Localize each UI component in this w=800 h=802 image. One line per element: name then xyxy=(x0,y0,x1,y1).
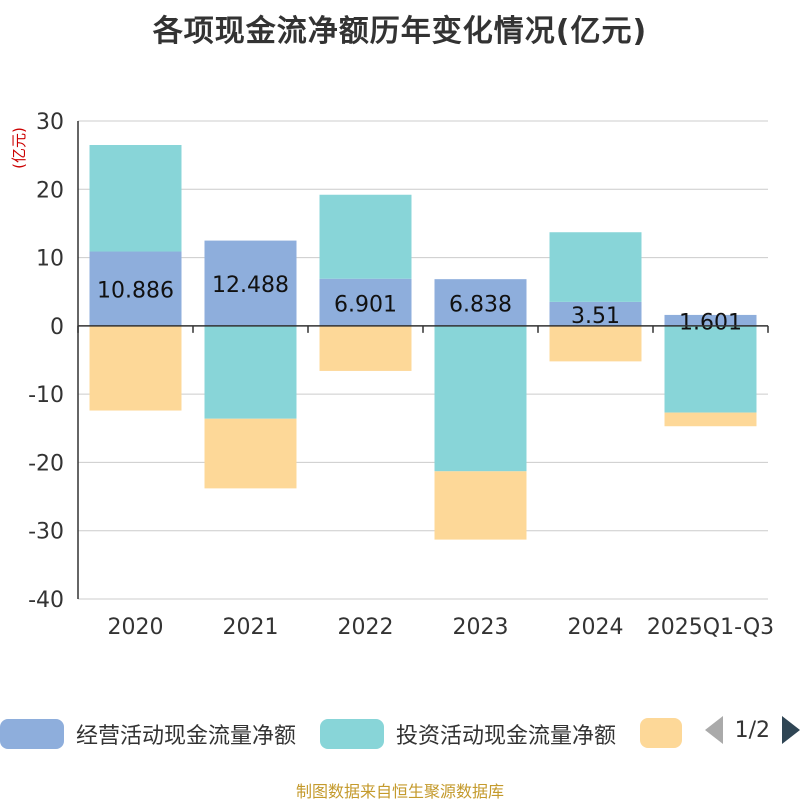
legend: 经营活动现金流量净额 投资活动现金流量净额 1/2 xyxy=(0,712,800,756)
bar-segment xyxy=(89,251,182,326)
x-tick-label: 2020 xyxy=(108,615,164,640)
bar-segment xyxy=(434,471,527,540)
legend-page-indicator: 1/2 xyxy=(734,717,770,743)
y-tick-label: -30 xyxy=(28,520,64,545)
bar-segment xyxy=(89,325,182,411)
legend-prev-icon[interactable] xyxy=(704,716,723,744)
bar-segment xyxy=(664,325,757,413)
y-tick-label: 30 xyxy=(36,110,64,135)
x-tick-label: 2023 xyxy=(453,615,509,640)
legend-next-icon[interactable] xyxy=(782,716,800,744)
data-label: 10.886 xyxy=(97,279,174,304)
chart-title: 各项现金流净额历年变化情况(亿元) xyxy=(152,14,648,49)
bar-segment xyxy=(204,325,297,419)
x-tick-label: 2022 xyxy=(338,615,394,640)
y-tick-label: -20 xyxy=(28,451,64,476)
bar-segment xyxy=(434,279,527,326)
y-axis-title: (亿元) xyxy=(10,127,28,169)
data-label: 6.901 xyxy=(334,292,397,317)
legend-swatch-financing xyxy=(640,718,682,748)
y-tick-label: -10 xyxy=(28,383,64,408)
x-tick-label: 2025Q1-Q3 xyxy=(647,615,774,640)
bar-segment xyxy=(319,325,412,371)
bar-segment xyxy=(549,232,642,302)
data-label: 6.838 xyxy=(449,293,512,318)
legend-item-operating[interactable]: 经营活动现金流量净额 xyxy=(0,718,296,750)
bar-segment xyxy=(549,301,642,326)
bar-segment xyxy=(664,412,757,427)
bar-segment xyxy=(434,325,527,472)
bar-segment xyxy=(204,240,297,326)
y-tick-label: 20 xyxy=(36,178,64,203)
bar-segment xyxy=(89,144,182,252)
data-label: 12.488 xyxy=(212,273,289,298)
bar-segment xyxy=(319,194,412,279)
legend-label-operating: 经营活动现金流量净额 xyxy=(76,724,297,749)
x-tick-label: 2024 xyxy=(568,615,624,640)
x-tick-label: 2021 xyxy=(223,615,279,640)
legend-item-financing[interactable] xyxy=(640,718,682,748)
legend-item-investing[interactable]: 投资活动现金流量净额 xyxy=(320,718,616,750)
bar-segment xyxy=(319,278,412,326)
legend-swatch-operating xyxy=(0,719,64,749)
legend-swatch-investing xyxy=(320,719,384,749)
data-label: 3.51 xyxy=(571,304,620,329)
bar-segment xyxy=(549,325,642,362)
bar-segment xyxy=(204,418,297,489)
y-tick-label: 0 xyxy=(50,315,64,340)
bar-segment xyxy=(664,314,757,326)
data-label: 1.601 xyxy=(679,310,742,335)
legend-label-investing: 投资活动现金流量净额 xyxy=(396,724,617,749)
source-note: 制图数据来自恒生聚源数据库 xyxy=(295,782,504,801)
y-tick-label: 10 xyxy=(36,247,64,272)
legend-pager: 1/2 xyxy=(704,716,800,744)
y-tick-label: -40 xyxy=(28,588,64,613)
chart-area: 10.886 12.488 6.901 6.838 3.51 1.601 30 20 10 0 -… xyxy=(10,110,774,640)
